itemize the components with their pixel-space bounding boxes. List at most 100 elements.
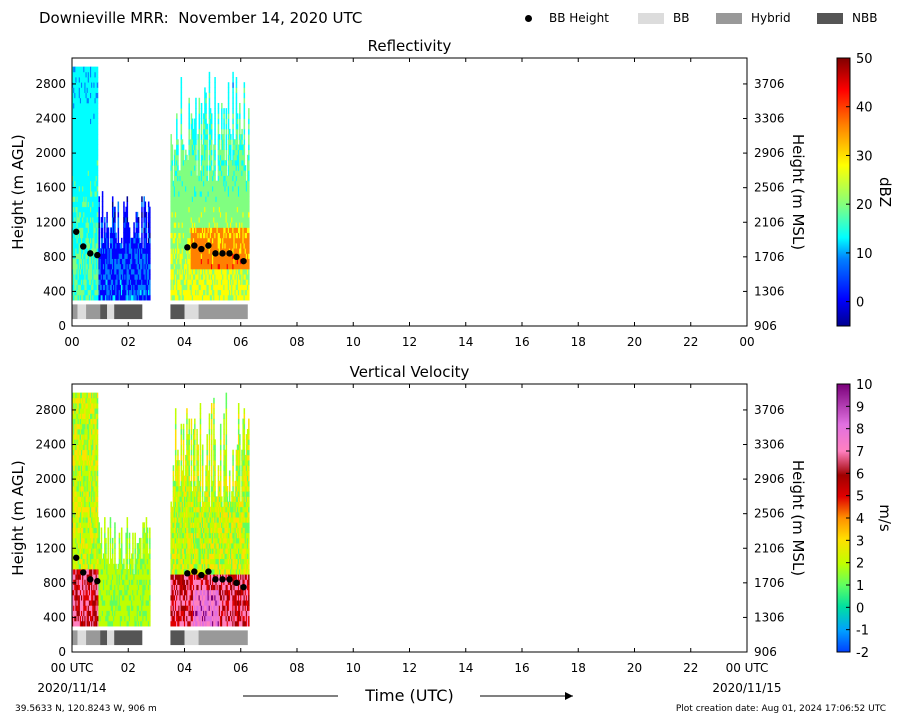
x-date-end: 2020/11/15 — [712, 681, 781, 695]
arrowhead-icon — [565, 692, 573, 700]
bb-height-point — [240, 257, 247, 265]
y-tick-label: 1600 — [35, 507, 66, 521]
x-tick-label: 00 UTC — [51, 661, 94, 675]
colorbar-tick-label: -1 — [856, 624, 869, 639]
bb-height-point — [87, 576, 94, 583]
y-tick-label-right: 1306 — [754, 610, 785, 624]
x-tick-label: 00 — [739, 335, 754, 349]
colorbar-label: m/s — [876, 504, 894, 532]
y-tick-label-right: 3706 — [754, 403, 785, 417]
bb-type-segment — [72, 304, 78, 320]
colorbar-scale — [836, 57, 851, 327]
station-location: 39.5633 N, 120.8243 W, 906 m — [15, 704, 157, 714]
colorbar-label: dBZ — [876, 177, 894, 207]
bb-height-point — [80, 243, 87, 250]
x-tick-label: 18 — [571, 335, 586, 349]
colorbar-tick-label: -2 — [856, 646, 869, 661]
colorbar: -2 -1 0 1 2 3 4 5 6 7 8 9 10 m/s — [836, 378, 894, 661]
bb-type-bar — [72, 630, 248, 646]
y-axis-label: Height (m AGL) — [9, 460, 27, 575]
y-tick-label: 1200 — [35, 541, 66, 555]
bb-height-point — [87, 250, 94, 257]
bb-height-point — [205, 568, 212, 575]
bb-height-marker-icon — [525, 14, 532, 22]
bb-type-bar — [72, 304, 248, 320]
bb-height-point — [212, 576, 219, 583]
x-tick-label: 14 — [458, 335, 473, 349]
x-tick-label: 06 — [233, 661, 248, 675]
bb-swatch-icon — [638, 12, 664, 24]
colorbar-tick-label: 4 — [856, 512, 864, 527]
page-title: Downieville MRR: November 14, 2020 UTC — [39, 9, 363, 27]
x-tick-label: 22 — [683, 335, 698, 349]
y-tick-label-right: 3306 — [754, 438, 785, 452]
x-tick-label: 12 — [402, 661, 417, 675]
y-axis-label: Height (m AGL) — [9, 134, 27, 249]
legend-label: NBB — [852, 11, 878, 25]
y-tick-label: 400 — [43, 284, 66, 298]
y-tick-label-right: 2106 — [754, 215, 785, 229]
bb-type-segment — [100, 304, 108, 320]
bb-height-point — [184, 244, 191, 251]
bb-height-point — [94, 577, 101, 585]
bb-type-segment — [77, 630, 87, 646]
y-tick-label: 2000 — [35, 472, 66, 486]
y-tick-label-right: 1706 — [754, 576, 785, 590]
bb-type-segment — [107, 304, 115, 320]
bb-type-segment — [100, 630, 108, 646]
y-tick-label-right: 2506 — [754, 507, 785, 521]
y-tick-label-right: 906 — [754, 319, 777, 333]
y-tick-label: 2800 — [35, 403, 66, 417]
y-tick-label: 2400 — [35, 438, 66, 452]
colorbar-tick-label: 2 — [856, 557, 864, 572]
x-date-start: 2020/11/14 — [37, 681, 106, 695]
bb-type-segment — [170, 304, 185, 320]
colorbar-tick-label: 1 — [856, 579, 864, 594]
bb-height-point — [233, 253, 240, 261]
panel-title: Reflectivity — [368, 37, 452, 55]
bb-height-point — [198, 571, 205, 579]
bb-height-point — [219, 250, 226, 257]
y-tick-label: 0 — [58, 645, 66, 659]
colorbar-tick-label: 9 — [856, 400, 864, 415]
data-field — [72, 392, 250, 627]
bb-height-point — [73, 228, 80, 235]
bb-type-segment — [170, 630, 185, 646]
plot-creation-date: Plot creation date: Aug 01, 2024 17:06:5… — [675, 704, 886, 714]
legend-bb: BB — [638, 11, 689, 25]
bb-type-segment — [184, 630, 199, 646]
x-tick-label: 10 — [346, 661, 361, 675]
bb-height-point — [73, 554, 80, 561]
legend-hybrid: Hybrid — [716, 11, 791, 25]
y-tick-label: 2400 — [35, 112, 66, 126]
colorbar-tick-label: 5 — [856, 490, 864, 505]
bb-height-point — [226, 576, 233, 583]
colorbar: 0 10 20 30 40 50 dBZ — [836, 52, 894, 327]
bb-height-point — [184, 570, 191, 577]
colorbar-tick-label: 10 — [856, 247, 873, 262]
y-axis-label-right: Height (m MSL) — [789, 134, 807, 250]
y-tick-label-right: 3706 — [754, 77, 785, 91]
legend-bb-height: BB Height — [525, 11, 609, 25]
y-tick-label: 2800 — [35, 77, 66, 91]
bb-height-point — [233, 579, 240, 587]
colorbar-tick-label: 8 — [856, 423, 864, 438]
bb-type-segment — [107, 630, 115, 646]
colorbar-tick-label: 30 — [856, 149, 873, 164]
x-tick-label: 08 — [289, 661, 304, 675]
x-tick-label: 00 — [64, 335, 79, 349]
x-tick-label: 20 — [627, 661, 642, 675]
x-tick-label: 16 — [514, 335, 529, 349]
panel-title: Vertical Velocity — [350, 363, 470, 381]
bb-type-segment — [184, 304, 199, 320]
colorbar-tick-label: 0 — [856, 296, 864, 311]
colorbar-tick-label: 0 — [856, 601, 864, 616]
bb-type-segment — [198, 304, 248, 320]
nbb-swatch-icon — [817, 12, 843, 24]
y-tick-label: 2000 — [35, 146, 66, 160]
bb-height-point — [205, 242, 212, 249]
x-tick-label: 14 — [458, 661, 473, 675]
y-tick-label-right: 1706 — [754, 250, 785, 264]
